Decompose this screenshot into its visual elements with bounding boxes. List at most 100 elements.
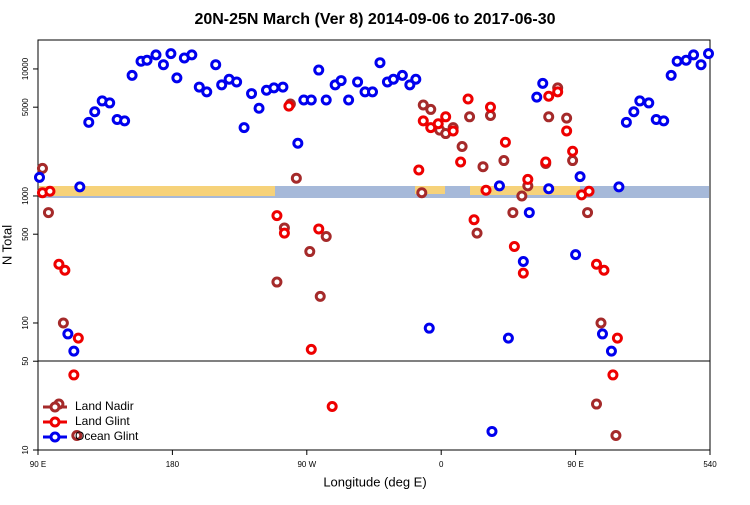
y-tick-label: 50 (21, 356, 30, 365)
point (480, 184, 492, 196)
point (598, 264, 610, 276)
point (471, 227, 483, 239)
point (278, 227, 290, 239)
point (464, 111, 476, 123)
point (462, 93, 474, 105)
point (253, 102, 265, 114)
point (423, 322, 435, 334)
x-tick-label: 90 E (567, 460, 583, 469)
x-tick-label: 540 (703, 460, 717, 469)
point (193, 81, 205, 93)
point (89, 106, 101, 118)
point (595, 317, 607, 329)
point (313, 64, 325, 76)
y-axis-label: N Total (0, 225, 14, 265)
point (611, 332, 623, 344)
y-tick-label: 100 (21, 316, 30, 330)
point (502, 332, 514, 344)
point (36, 162, 48, 174)
point (268, 82, 280, 94)
y-tick-label: 10000 (21, 57, 30, 80)
point (59, 264, 71, 276)
point (271, 276, 283, 288)
point (74, 181, 86, 193)
point (567, 145, 579, 157)
point (517, 267, 529, 279)
point (522, 173, 534, 185)
point (484, 110, 496, 122)
point (374, 57, 386, 69)
point (62, 328, 74, 340)
point (313, 223, 325, 235)
point (246, 88, 258, 100)
point (231, 76, 243, 88)
x-tick-label: 90 W (297, 460, 316, 469)
point (447, 125, 459, 137)
point (498, 155, 510, 167)
point (432, 118, 444, 130)
point (186, 49, 198, 61)
legend-marker (49, 416, 61, 428)
point (277, 81, 289, 93)
point (517, 255, 529, 267)
point (352, 76, 364, 88)
point (201, 86, 213, 98)
point (387, 73, 399, 85)
point (634, 95, 646, 107)
point (561, 112, 573, 124)
point (320, 230, 332, 242)
legend-label: Land Glint (75, 414, 130, 428)
point (552, 86, 564, 98)
point (71, 430, 83, 442)
band-land (39, 186, 275, 196)
point (425, 103, 437, 115)
x-tick-label: 180 (166, 460, 180, 469)
point (292, 137, 304, 149)
point (53, 258, 65, 270)
point (416, 187, 428, 199)
point (72, 332, 84, 344)
point (543, 183, 555, 195)
point (620, 116, 632, 128)
point (57, 317, 69, 329)
point (486, 425, 498, 437)
point (104, 97, 116, 109)
point (703, 48, 715, 60)
legend-marker (49, 431, 61, 443)
point (171, 72, 183, 84)
legend-label: Land Nadir (75, 399, 134, 413)
point (83, 116, 95, 128)
point (610, 430, 622, 442)
point (596, 328, 608, 340)
point (665, 69, 677, 81)
point (33, 171, 45, 183)
point (417, 99, 429, 111)
point (271, 210, 283, 222)
point (543, 111, 555, 123)
point (582, 207, 594, 219)
point (165, 48, 177, 60)
point (440, 111, 452, 123)
point (335, 75, 347, 87)
legend-marker (49, 401, 61, 413)
point (320, 94, 332, 106)
point (570, 249, 582, 261)
point (561, 125, 573, 137)
point (410, 73, 422, 85)
y-tick-label: 10 (21, 445, 30, 454)
point (680, 54, 692, 66)
point (44, 185, 56, 197)
point (68, 369, 80, 381)
legend-label: Ocean Glint (75, 429, 139, 443)
point (141, 54, 153, 66)
chart-title: 20N-25N March (Ver 8) 2014-09-06 to 2017… (194, 11, 555, 28)
point (605, 345, 617, 357)
point (119, 115, 131, 127)
point (304, 246, 316, 258)
point (643, 97, 655, 109)
y-tick-label: 500 (21, 227, 30, 241)
x-tick-label: 90 E (30, 460, 46, 469)
point (210, 59, 222, 71)
point (695, 59, 707, 71)
